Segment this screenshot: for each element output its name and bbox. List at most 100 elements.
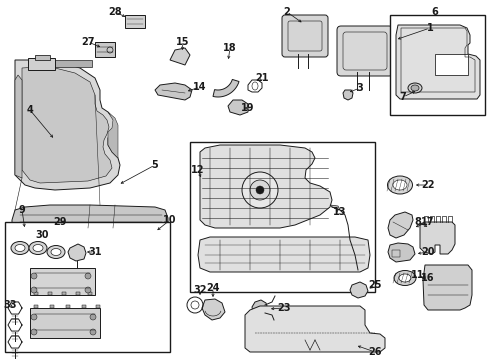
Circle shape [90, 314, 96, 320]
Text: 9: 9 [19, 205, 25, 215]
Text: 1: 1 [426, 23, 432, 33]
Ellipse shape [410, 85, 418, 91]
Circle shape [249, 180, 269, 200]
Polygon shape [35, 55, 50, 60]
Polygon shape [419, 222, 454, 254]
Text: 8: 8 [414, 217, 421, 227]
Ellipse shape [386, 176, 412, 194]
Text: 20: 20 [420, 247, 434, 257]
Polygon shape [434, 54, 467, 75]
Text: 3: 3 [356, 83, 363, 93]
Polygon shape [15, 75, 22, 178]
Text: 5: 5 [151, 160, 158, 170]
Circle shape [31, 273, 37, 279]
Text: 29: 29 [53, 217, 67, 227]
Text: 13: 13 [332, 207, 346, 217]
Polygon shape [28, 60, 92, 67]
Polygon shape [10, 230, 170, 265]
Text: 12: 12 [191, 165, 204, 175]
Circle shape [31, 287, 37, 293]
Polygon shape [96, 305, 100, 308]
Polygon shape [422, 265, 471, 310]
Ellipse shape [407, 83, 421, 93]
Polygon shape [30, 308, 100, 338]
Text: 17: 17 [420, 217, 434, 227]
Polygon shape [329, 205, 339, 210]
Text: 24: 24 [206, 283, 219, 293]
Circle shape [85, 287, 91, 293]
Bar [389, 15, 484, 115]
Text: 16: 16 [420, 273, 434, 283]
Polygon shape [76, 292, 80, 295]
Ellipse shape [47, 246, 65, 258]
Text: 6: 6 [431, 7, 437, 17]
Text: 32: 32 [193, 285, 206, 295]
Text: 27: 27 [81, 37, 95, 47]
Polygon shape [22, 67, 112, 183]
Polygon shape [34, 305, 38, 308]
Ellipse shape [398, 274, 410, 282]
Polygon shape [387, 212, 412, 238]
Ellipse shape [11, 242, 29, 255]
Ellipse shape [15, 244, 25, 252]
Circle shape [85, 273, 91, 279]
Bar [190, 142, 374, 292]
Polygon shape [213, 80, 239, 97]
Text: 11: 11 [410, 270, 424, 280]
Ellipse shape [392, 180, 406, 190]
Polygon shape [10, 255, 170, 274]
Polygon shape [28, 58, 55, 70]
Polygon shape [82, 305, 86, 308]
Ellipse shape [33, 244, 43, 252]
Text: 10: 10 [163, 215, 176, 225]
FancyBboxPatch shape [282, 15, 327, 57]
Text: 28: 28 [108, 7, 122, 17]
Polygon shape [30, 268, 95, 295]
Polygon shape [251, 300, 267, 317]
Text: 26: 26 [367, 347, 381, 357]
Polygon shape [48, 292, 52, 295]
Circle shape [256, 186, 264, 194]
Polygon shape [387, 243, 414, 262]
Circle shape [31, 314, 37, 320]
Text: 18: 18 [223, 43, 236, 53]
Circle shape [242, 172, 278, 208]
Text: 15: 15 [176, 37, 189, 47]
Ellipse shape [393, 270, 415, 285]
Text: 30: 30 [35, 230, 49, 240]
Polygon shape [15, 60, 120, 190]
Circle shape [90, 329, 96, 335]
Polygon shape [95, 42, 115, 57]
Polygon shape [200, 145, 331, 228]
Polygon shape [227, 100, 247, 115]
Polygon shape [244, 306, 384, 352]
Text: 7: 7 [399, 92, 406, 102]
Polygon shape [198, 237, 369, 272]
Polygon shape [10, 230, 15, 272]
Text: 4: 4 [26, 105, 33, 115]
Polygon shape [349, 282, 367, 298]
Text: 19: 19 [241, 103, 254, 113]
Polygon shape [155, 83, 192, 100]
Polygon shape [125, 15, 145, 28]
Polygon shape [170, 48, 190, 65]
Text: 22: 22 [420, 180, 434, 190]
Text: 33: 33 [3, 300, 17, 310]
Polygon shape [68, 244, 86, 261]
FancyBboxPatch shape [336, 26, 392, 76]
Polygon shape [342, 90, 352, 100]
Text: 21: 21 [255, 73, 268, 83]
Polygon shape [108, 112, 118, 158]
Polygon shape [62, 292, 66, 295]
Polygon shape [395, 25, 479, 99]
Ellipse shape [29, 242, 47, 255]
Text: 31: 31 [88, 247, 102, 257]
Polygon shape [66, 305, 70, 308]
Polygon shape [12, 205, 168, 230]
Polygon shape [50, 305, 54, 308]
Text: 25: 25 [367, 280, 381, 290]
Ellipse shape [51, 248, 61, 256]
Polygon shape [34, 292, 38, 295]
Bar [5, 222, 170, 352]
Circle shape [31, 329, 37, 335]
